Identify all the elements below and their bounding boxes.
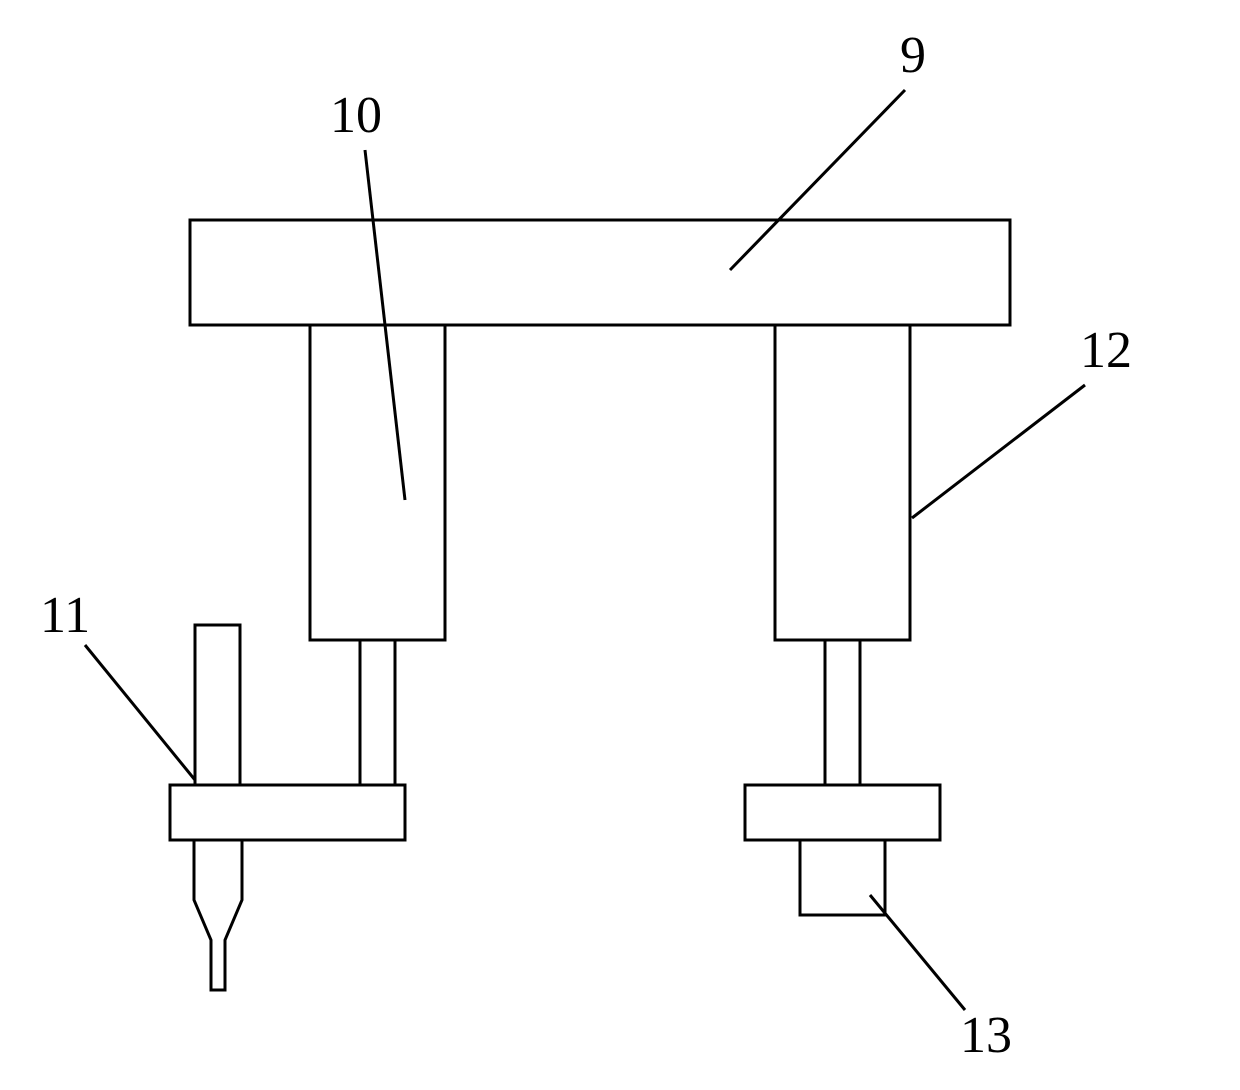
label-13: 13 <box>960 1007 1012 1064</box>
right_cyl <box>775 325 910 640</box>
leader-13 <box>870 895 965 1010</box>
leader-9 <box>730 90 905 270</box>
label-12: 12 <box>1080 322 1132 379</box>
right_plate <box>745 785 940 840</box>
label-9: 9 <box>900 27 926 84</box>
left_post <box>195 625 240 785</box>
right_rod <box>825 640 860 785</box>
nozzle <box>194 840 242 990</box>
top_bar <box>190 220 1010 325</box>
label-11: 11 <box>40 587 90 644</box>
left_cyl <box>310 325 445 640</box>
left_rod <box>360 640 395 785</box>
leader-12 <box>912 385 1085 518</box>
left_plate <box>170 785 405 840</box>
right_block <box>800 840 885 915</box>
label-10: 10 <box>330 87 382 144</box>
leader-11 <box>85 645 195 780</box>
